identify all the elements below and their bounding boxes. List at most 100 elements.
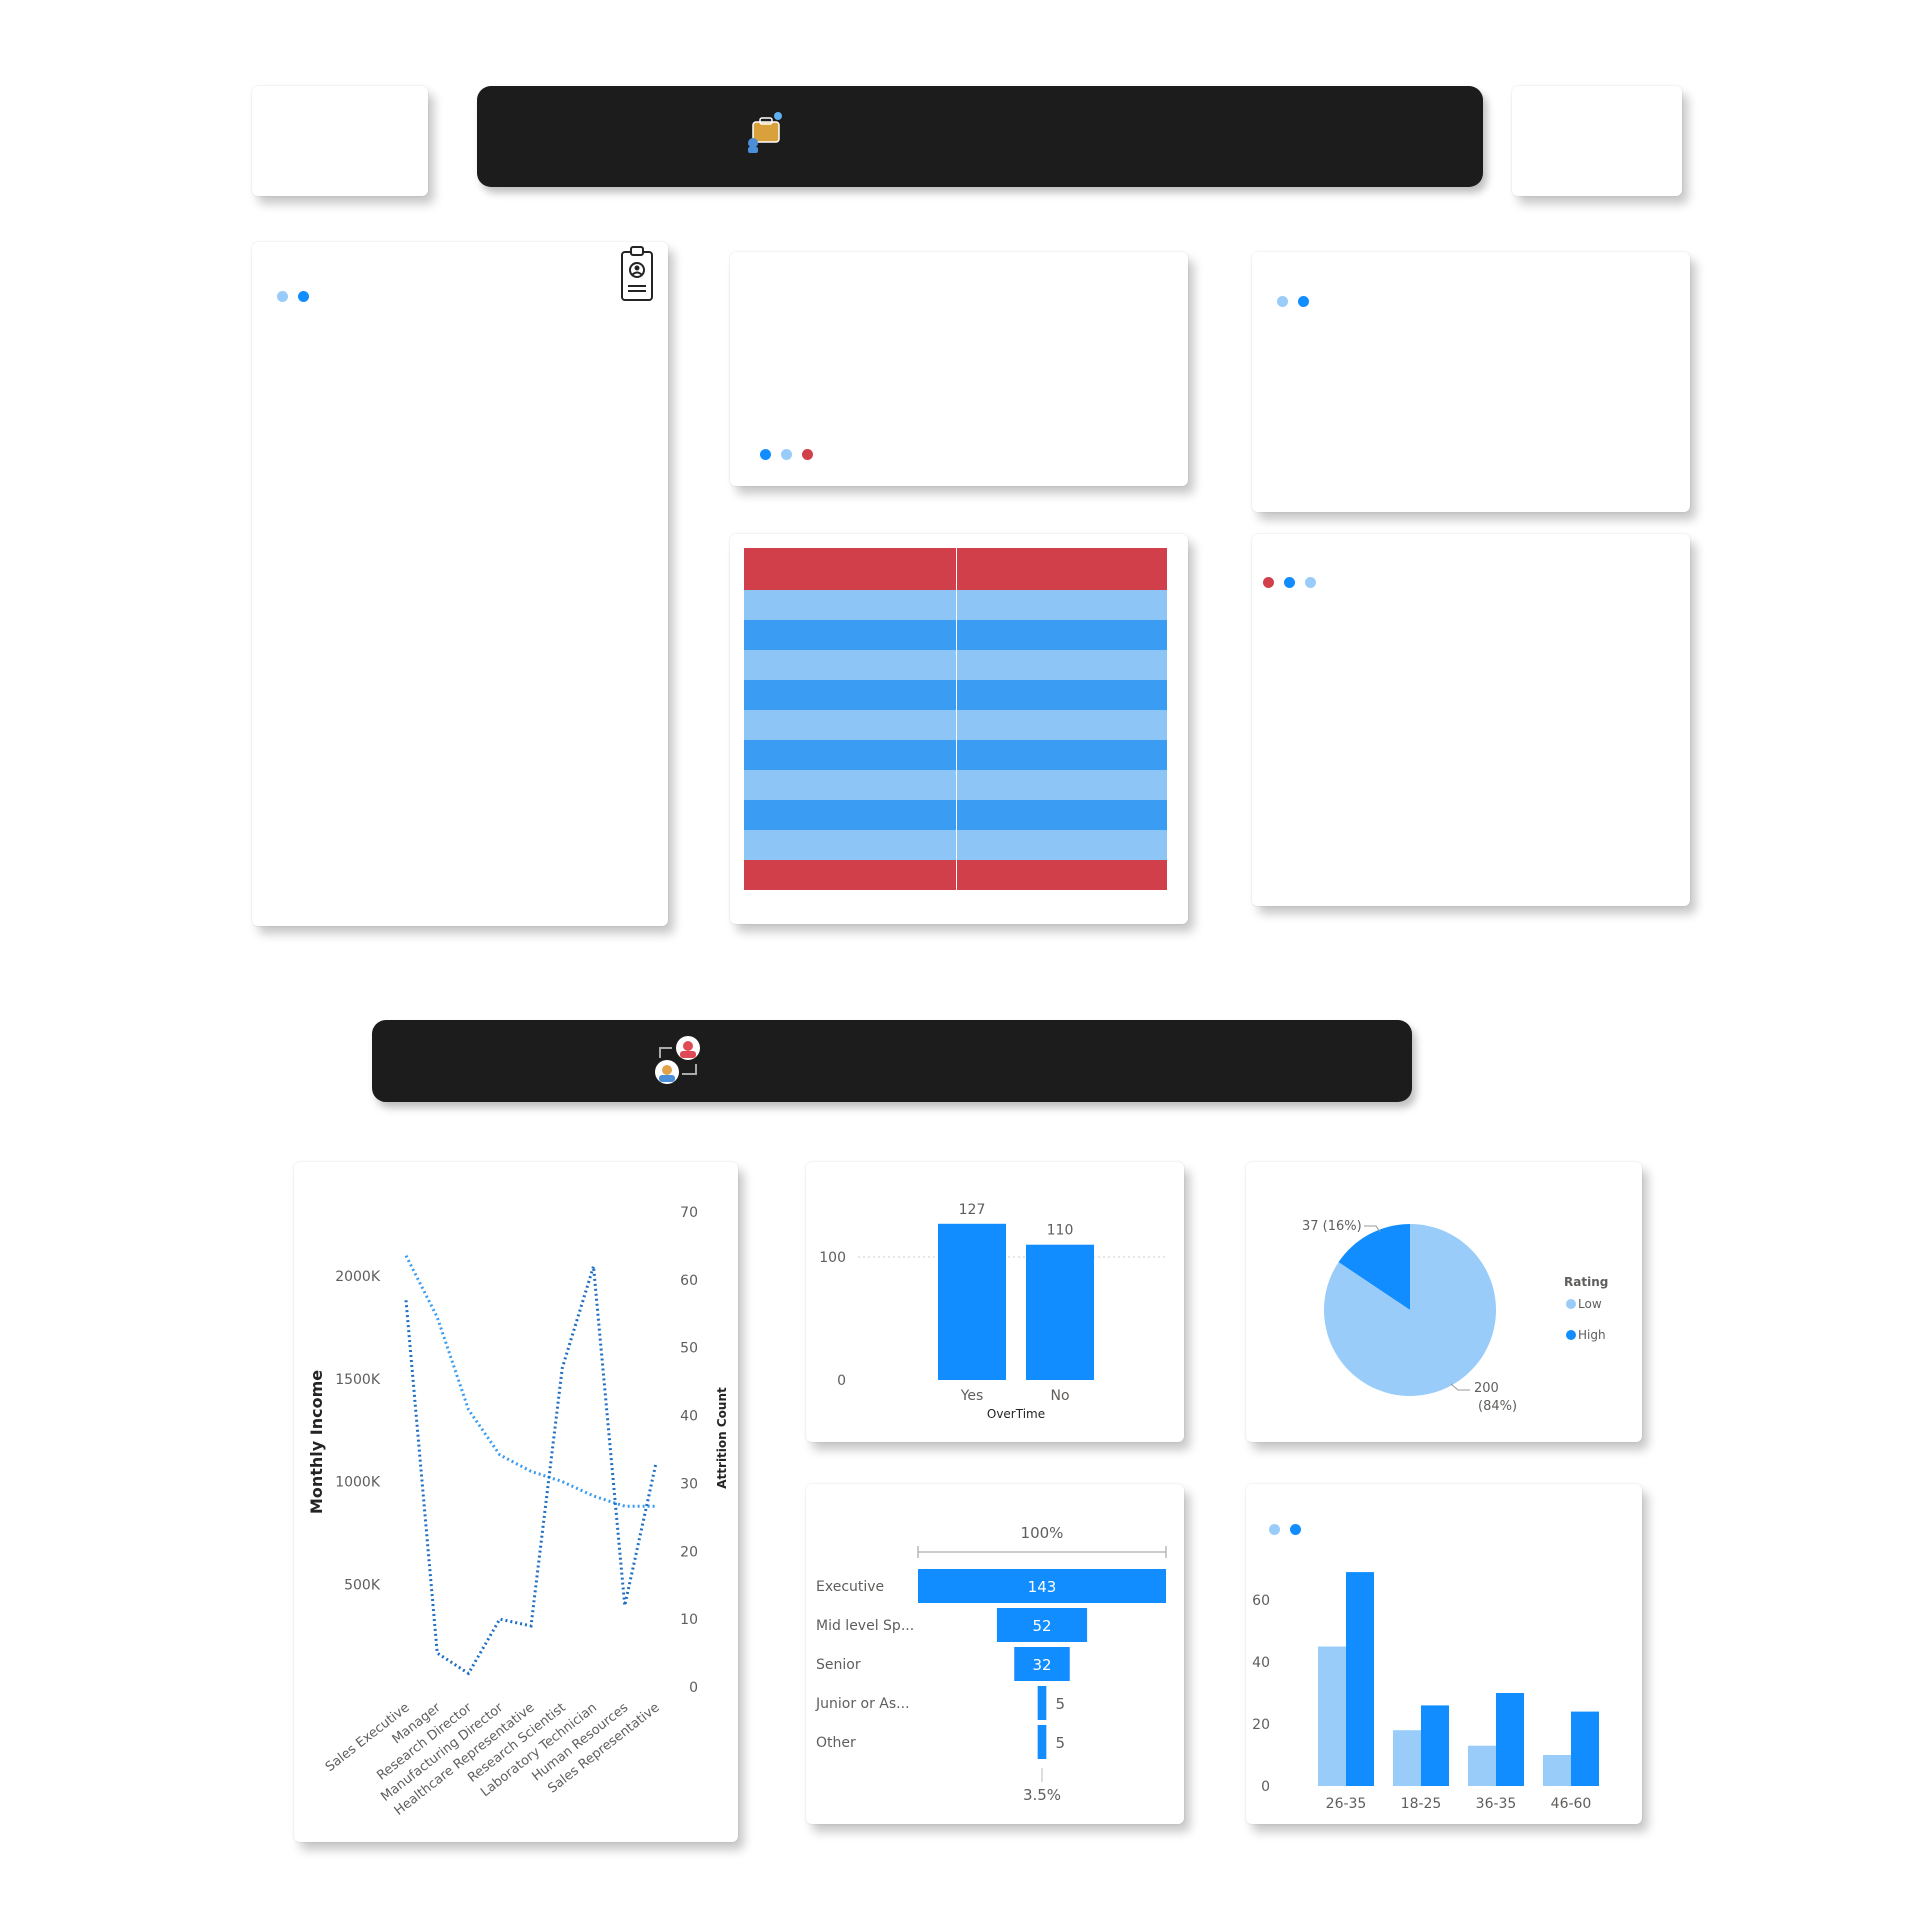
- legend-rnd-marker: [760, 449, 771, 460]
- legend-sales-marker: [1305, 577, 1316, 588]
- jobrole-chart-card[interactable]: [252, 242, 668, 926]
- y-tick-label: 100: [819, 1250, 846, 1266]
- bar: [938, 1223, 1006, 1380]
- y-tick-label: 60: [1252, 1593, 1270, 1609]
- category-label: Senior: [816, 1657, 861, 1673]
- table-row[interactable]: [744, 710, 1168, 740]
- table-header-row: [744, 548, 1168, 590]
- table-cell-role: [744, 800, 957, 830]
- table-row[interactable]: [744, 740, 1168, 770]
- table-total-value: [956, 860, 1168, 890]
- x-tick-label: Yes: [960, 1388, 984, 1404]
- left-tick-label: 1000K: [335, 1475, 381, 1491]
- legend-female-marker: [1277, 296, 1288, 307]
- legend-low-label: Low: [1578, 1297, 1602, 1311]
- funnel-bar: [1037, 1686, 1047, 1720]
- table-header-jobrole[interactable]: [744, 548, 957, 590]
- overtime-bar-chart[interactable]: 0 100 127 Yes 110 No OverTime: [806, 1162, 1184, 1442]
- table-cell-role: [744, 740, 957, 770]
- id-badge-icon: [620, 246, 654, 306]
- table-cell-role: [744, 830, 957, 860]
- funnel-bar: [1014, 1647, 1070, 1681]
- bar-female: [1543, 1755, 1571, 1786]
- income-line: [404, 1254, 656, 1508]
- table-row[interactable]: [744, 830, 1168, 860]
- income-line-chart[interactable]: 500K 1000K 1500K 2000K 0 10 20 30 40 50 60 70 Monthl…: [294, 1162, 738, 1842]
- table-cell-count: [956, 590, 1168, 620]
- table-row[interactable]: [744, 620, 1168, 650]
- legend-male-marker: [1298, 296, 1309, 307]
- years-role-chart-card[interactable]: [1252, 534, 1690, 906]
- bar-male: [1346, 1572, 1374, 1786]
- legend-rnd-marker: [1284, 577, 1295, 588]
- legend-high-marker: [1566, 1330, 1576, 1340]
- business-travel-chart-card[interactable]: [1252, 252, 1690, 512]
- table-row[interactable]: [744, 680, 1168, 710]
- legend-male-marker: [1290, 1524, 1301, 1535]
- funnel-bar: [996, 1608, 1088, 1642]
- legend-hr-marker: [1263, 577, 1274, 588]
- right-axis-title: Attrition Count: [715, 1387, 729, 1489]
- left-tick-label: 500K: [344, 1577, 381, 1593]
- table-row[interactable]: [744, 800, 1168, 830]
- performance-pie-chart[interactable]: 37 (16%) 200 (84%) Rating Low High: [1246, 1162, 1642, 1442]
- y-tick-label: 0: [837, 1373, 846, 1389]
- overtime-chart-card[interactable]: 0 100 127 Yes 110 No OverTime: [806, 1162, 1184, 1442]
- data-label: 200: [1474, 1381, 1499, 1396]
- pie-slice: [1338, 1224, 1410, 1310]
- right-tick-label: 50: [680, 1341, 698, 1357]
- kpi-avg-working-years-card: [252, 86, 428, 196]
- years-role-bar-chart[interactable]: [1252, 534, 1690, 906]
- joblevel-chart-card[interactable]: 100% Executive 143 Mid level Sp... 52 Senior 3…: [806, 1484, 1184, 1824]
- kpi-job-role-count-card: [1512, 86, 1682, 196]
- business-travel-bar-chart[interactable]: [1252, 252, 1690, 512]
- income-chart-card[interactable]: 500K 1000K 1500K 2000K 0 10 20 30 40 50 60 70 Monthl…: [294, 1162, 738, 1842]
- right-tick-label: 70: [680, 1205, 698, 1221]
- table-header-sum[interactable]: [956, 548, 1168, 590]
- y-tick-label: 20: [1252, 1717, 1270, 1733]
- table-cell-count: [956, 800, 1168, 830]
- funnel-bar: [1037, 1725, 1047, 1759]
- table-cell-count: [956, 830, 1168, 860]
- table-row[interactable]: [744, 590, 1168, 620]
- table-row[interactable]: [744, 650, 1168, 680]
- age-gender-legend: [1256, 1522, 1304, 1538]
- legend-low-marker: [1566, 1299, 1576, 1309]
- x-axis-title: OverTime: [987, 1407, 1045, 1421]
- legend-female-marker: [277, 291, 288, 302]
- left-tick-label: 2000K: [335, 1269, 381, 1285]
- right-tick-label: 10: [680, 1612, 698, 1628]
- attrition-line: [404, 1265, 658, 1676]
- pie-slice: [1324, 1224, 1496, 1396]
- funnel-bar: [918, 1569, 1166, 1603]
- table-cell-role: [744, 650, 957, 680]
- data-label: 127: [959, 1202, 986, 1218]
- bar-male: [1496, 1693, 1524, 1786]
- bar: [1026, 1244, 1094, 1380]
- table-cell-count: [956, 710, 1168, 740]
- data-label: 32: [1032, 1656, 1051, 1674]
- table-cell-count: [956, 650, 1168, 680]
- x-tick-label: 36-35: [1476, 1796, 1517, 1812]
- age-gender-chart-card[interactable]: 0 20 40 60 26-35 18-25 36-35 46-60: [1246, 1484, 1642, 1824]
- department-chart-card[interactable]: [730, 252, 1188, 486]
- joblevel-funnel-chart[interactable]: 100% Executive 143 Mid level Sp... 52 Senior 3…: [806, 1484, 1184, 1824]
- department-chart-legend: [760, 448, 816, 463]
- jobrole-chart-legend: [264, 286, 312, 306]
- performance-chart-card[interactable]: 37 (16%) 200 (84%) Rating Low High: [1246, 1162, 1642, 1442]
- legend-hr-marker: [802, 449, 813, 460]
- table-row[interactable]: [744, 770, 1168, 800]
- age-gender-bar-chart[interactable]: 0 20 40 60 26-35 18-25 36-35 46-60: [1246, 1484, 1642, 1824]
- legend-female-marker: [1269, 1524, 1280, 1535]
- jobrole-table-card: [730, 534, 1188, 924]
- x-tick-label: 18-25: [1401, 1796, 1442, 1812]
- jobrole-bar-chart[interactable]: [252, 326, 668, 926]
- legend-male-marker: [298, 291, 309, 302]
- people-exchange-icon: [654, 1034, 702, 1095]
- table-cell-count: [956, 740, 1168, 770]
- table-cell-count: [956, 680, 1168, 710]
- right-tick-label: 60: [680, 1273, 698, 1289]
- legend-sales-marker: [781, 449, 792, 460]
- table-cell-role: [744, 770, 957, 800]
- y-tick-label: 0: [1261, 1779, 1270, 1795]
